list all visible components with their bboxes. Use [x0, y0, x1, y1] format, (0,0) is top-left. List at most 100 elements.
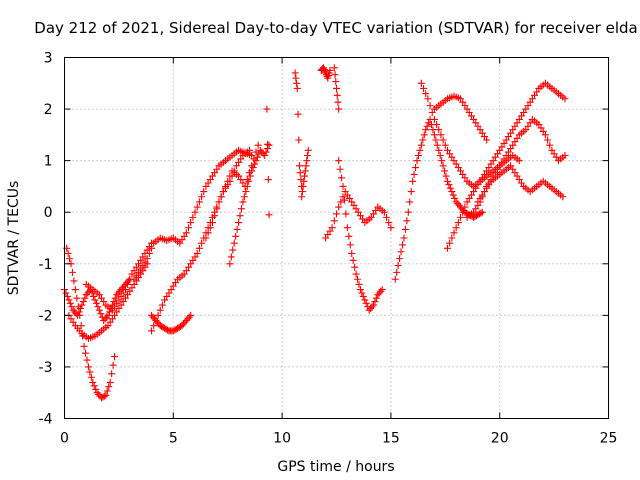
data-point-marker	[393, 268, 401, 276]
data-point-marker	[414, 151, 422, 159]
y-tick-label: 3	[44, 51, 53, 67]
data-point-marker	[246, 172, 254, 180]
series-arc-10	[263, 105, 273, 219]
data-point-marker	[333, 210, 340, 218]
data-point-marker	[433, 141, 441, 149]
data-point-marker	[90, 382, 98, 390]
data-point-marker	[222, 182, 230, 190]
data-point-marker	[150, 322, 158, 330]
data-point-marker	[198, 239, 206, 247]
data-point-marker	[226, 260, 234, 268]
data-point-marker	[417, 141, 425, 149]
data-point-marker	[219, 188, 227, 196]
data-point-marker	[82, 291, 90, 299]
data-point-marker	[399, 241, 407, 249]
data-point-marker	[156, 306, 164, 314]
data-point-marker	[90, 292, 98, 300]
data-point-marker	[448, 234, 456, 242]
data-point-marker	[206, 224, 214, 232]
series-arc-12	[298, 146, 312, 201]
data-point-marker	[79, 298, 87, 306]
grid	[64, 57, 609, 419]
data-point-marker	[372, 294, 380, 302]
data-point-marker	[349, 256, 357, 264]
data-point-marker	[153, 318, 161, 326]
series-arc-17	[391, 115, 486, 283]
data-point-marker	[161, 324, 169, 332]
data-point-marker	[162, 325, 170, 333]
data-point-marker	[62, 289, 70, 297]
data-point-marker	[261, 151, 269, 159]
data-point-marker	[383, 213, 391, 221]
data-point-marker	[367, 304, 375, 312]
y-tick-label: 2	[44, 102, 53, 118]
data-point-marker	[97, 310, 105, 318]
data-point-marker	[380, 208, 388, 216]
data-point-marker	[195, 244, 203, 252]
series-arc-4	[82, 239, 156, 314]
data-point-marker	[401, 225, 409, 233]
data-point-marker	[430, 115, 438, 123]
series-arc-16	[330, 64, 343, 113]
data-point-marker	[99, 393, 107, 401]
data-point-marker	[80, 342, 88, 350]
data-point-marker	[291, 69, 299, 77]
x-tick-label: 10	[273, 431, 291, 447]
data-point-marker	[68, 303, 76, 311]
data-point-marker	[70, 277, 78, 285]
data-point-marker	[335, 203, 343, 211]
data-point-marker	[264, 140, 272, 148]
data-point-marker	[73, 294, 81, 302]
data-point-marker	[445, 181, 453, 189]
data-point-marker	[338, 174, 346, 182]
data-point-marker	[103, 387, 111, 395]
series-arc-19	[430, 92, 491, 144]
data-point-marker	[546, 141, 554, 149]
data-point-marker	[561, 95, 569, 103]
data-point-marker	[243, 182, 251, 190]
data-point-marker	[356, 286, 364, 294]
data-point-marker	[295, 136, 303, 144]
data-point-marker	[559, 193, 567, 201]
data-point-marker	[242, 188, 250, 196]
data-point-marker	[253, 153, 261, 161]
data-point-marker	[148, 311, 156, 319]
data-point-marker	[410, 170, 418, 178]
data-point-marker	[351, 263, 359, 271]
series-arc-15	[335, 157, 386, 314]
data-point-marker	[69, 306, 77, 314]
data-point-marker	[333, 84, 340, 92]
data-point-marker	[82, 349, 90, 357]
data-point-marker	[326, 66, 334, 74]
data-point-marker	[346, 241, 354, 249]
data-point-marker	[439, 136, 447, 144]
data-point-marker	[446, 239, 454, 247]
data-point-marker	[179, 320, 187, 328]
data-point-marker	[331, 71, 339, 79]
data-point-marker	[158, 301, 166, 309]
data-point-marker	[425, 119, 433, 127]
data-point-marker	[102, 391, 110, 399]
data-point-marker	[457, 213, 465, 221]
data-point-marker	[417, 79, 425, 87]
data-point-marker	[362, 299, 370, 307]
data-point-marker	[71, 286, 79, 294]
data-point-marker	[480, 188, 488, 196]
data-point-marker	[120, 282, 128, 290]
data-point-marker	[561, 151, 569, 159]
data-point-marker	[145, 249, 153, 257]
data-point-marker	[262, 148, 270, 156]
data-point-marker	[404, 208, 412, 216]
data-point-marker	[477, 209, 485, 217]
data-point-marker	[154, 311, 162, 319]
data-point-marker	[544, 136, 552, 144]
data-point-marker	[334, 98, 342, 106]
data-point-marker	[208, 219, 216, 227]
series-arc-11	[291, 69, 306, 190]
data-point-marker	[189, 213, 197, 221]
data-point-marker	[185, 224, 193, 232]
data-point-marker	[320, 66, 328, 74]
data-point-marker	[243, 176, 251, 184]
data-point-marker	[164, 326, 171, 334]
data-point-marker	[156, 322, 164, 330]
